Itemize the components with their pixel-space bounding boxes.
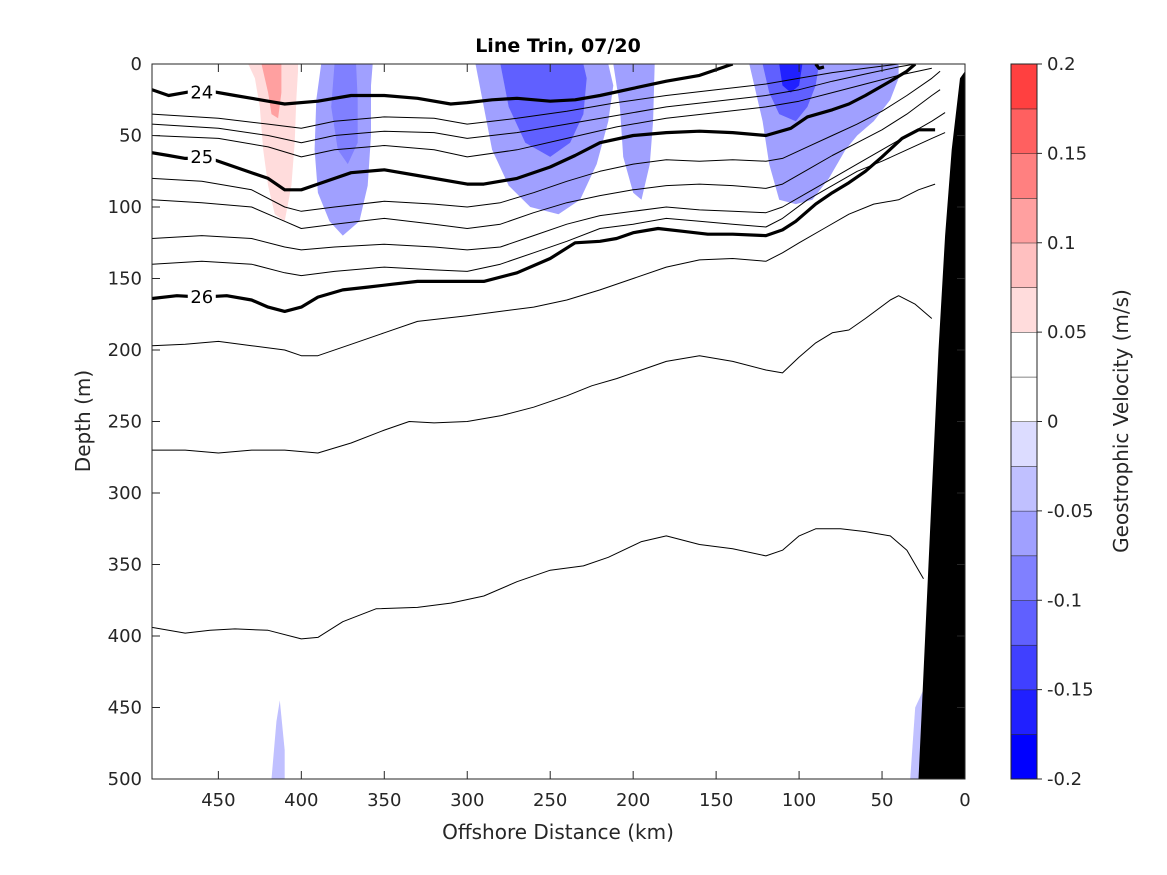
seafloor — [918, 71, 965, 779]
colorbar-segment — [1011, 153, 1037, 199]
colorbar-segment — [1011, 466, 1037, 511]
x-tick-label: 450 — [201, 790, 235, 811]
isopycnal — [152, 528, 924, 640]
isopycnal — [152, 295, 933, 454]
isopycnal-bold — [152, 64, 917, 192]
y-tick-label: 150 — [108, 269, 142, 290]
contour-label-bg — [187, 81, 216, 104]
y-axis: 0 50 100 150 200 250 300 350 400 450 500 — [108, 54, 965, 790]
colorbar-segment — [1011, 510, 1037, 556]
velocity-field — [248, 64, 929, 779]
x-tick-label: 350 — [367, 790, 401, 811]
colorbar-tick-label: 0.1 — [1047, 233, 1076, 254]
x-tick-label: 300 — [450, 790, 484, 811]
colorbar-label: Geostrophic Velocity (m/s) — [1109, 289, 1133, 553]
velocity-patch — [271, 700, 285, 779]
colorbar-segment — [1011, 64, 1037, 109]
y-axis-label: Depth (m) — [71, 370, 95, 472]
colorbar-segment — [1011, 376, 1037, 422]
y-tick-label: 300 — [108, 483, 142, 504]
isopycnal — [152, 89, 941, 229]
isopycnal — [152, 132, 946, 277]
velocity-patch — [500, 64, 587, 157]
velocity-patch — [395, 64, 435, 122]
x-tick-label: 50 — [871, 790, 894, 811]
y-tick-label: 250 — [108, 412, 142, 433]
colorbar-tick-label: 0.15 — [1047, 143, 1087, 164]
velocity-patch — [483, 464, 584, 779]
isopycnal — [152, 67, 932, 158]
contour-label-bg — [187, 145, 216, 168]
x-tick-label: 100 — [782, 790, 816, 811]
colorbar-segment — [1011, 734, 1037, 779]
x-axis: 450 400 350 300 250 200 150 100 50 0 — [201, 64, 971, 811]
colorbar-segment — [1011, 332, 1037, 377]
y-tick-label: 350 — [108, 555, 142, 576]
contour-label-bg — [187, 286, 216, 309]
colorbar-segment — [1011, 287, 1037, 333]
colorbar-segment — [1011, 600, 1037, 645]
colorbar-tick-label: -0.05 — [1047, 501, 1094, 522]
velocity-patch — [261, 64, 282, 119]
y-tick-label: 450 — [108, 698, 142, 719]
contour-label: 24 — [190, 83, 213, 104]
x-axis-label: Offshore Distance (km) — [442, 820, 674, 844]
velocity-patch — [760, 414, 803, 779]
y-tick-label: 400 — [108, 626, 142, 647]
colorbar-segment — [1011, 242, 1037, 288]
contour-labels: 24 25 26 — [187, 81, 216, 309]
colorbar-tick-label: -0.15 — [1047, 680, 1094, 701]
colorbar-segment — [1011, 108, 1037, 154]
colorbar-segment — [1011, 198, 1037, 243]
isopycnal-bold — [152, 128, 936, 313]
colorbar-segment — [1011, 689, 1037, 735]
isopycnal — [152, 64, 899, 129]
colorbar: 0.2 0.15 0.1 0.05 0 -0.05 -0.1 -0.15 -0.2 — [1010, 54, 1094, 790]
isopycnal — [152, 70, 941, 212]
velocity-patch — [613, 64, 655, 200]
colorbar-tick-label: 0.05 — [1047, 322, 1087, 343]
isopycnal-bold — [814, 64, 825, 70]
colorbar-tick-label: 0 — [1047, 412, 1058, 433]
velocity-patch — [331, 64, 358, 165]
colorbar-segment — [1011, 421, 1037, 467]
isopycnal — [152, 112, 946, 251]
y-tick-label: 500 — [108, 769, 142, 790]
y-tick-label: 50 — [119, 126, 142, 147]
isopycnal — [152, 64, 916, 144]
x-tick-label: 250 — [533, 790, 567, 811]
contour-label: 26 — [190, 287, 213, 308]
velocity-patch — [624, 693, 650, 779]
isopycnal — [152, 183, 936, 357]
density-contours — [152, 64, 946, 640]
y-tick-label: 200 — [108, 340, 142, 361]
isopycnal-bold — [152, 64, 734, 106]
colorbar-tick-label: -0.2 — [1047, 769, 1082, 790]
x-tick-label: 150 — [699, 790, 733, 811]
colorbar-segment — [1011, 555, 1037, 601]
x-tick-label: 400 — [284, 790, 318, 811]
bathymetry — [918, 71, 965, 779]
velocity-patch — [326, 514, 376, 779]
x-tick-label: 0 — [959, 790, 970, 811]
x-tick-label: 200 — [616, 790, 650, 811]
chart-title: Line Trin, 07/20 — [475, 35, 641, 57]
colorbar-segment — [1011, 644, 1037, 690]
y-tick-label: 100 — [108, 197, 142, 218]
contour-label: 25 — [190, 147, 213, 168]
colorbar-tick-label: -0.1 — [1047, 590, 1082, 611]
colorbar-tick-label: 0.2 — [1047, 54, 1076, 75]
velocity-patch — [779, 64, 803, 93]
y-tick-label: 0 — [131, 54, 142, 75]
